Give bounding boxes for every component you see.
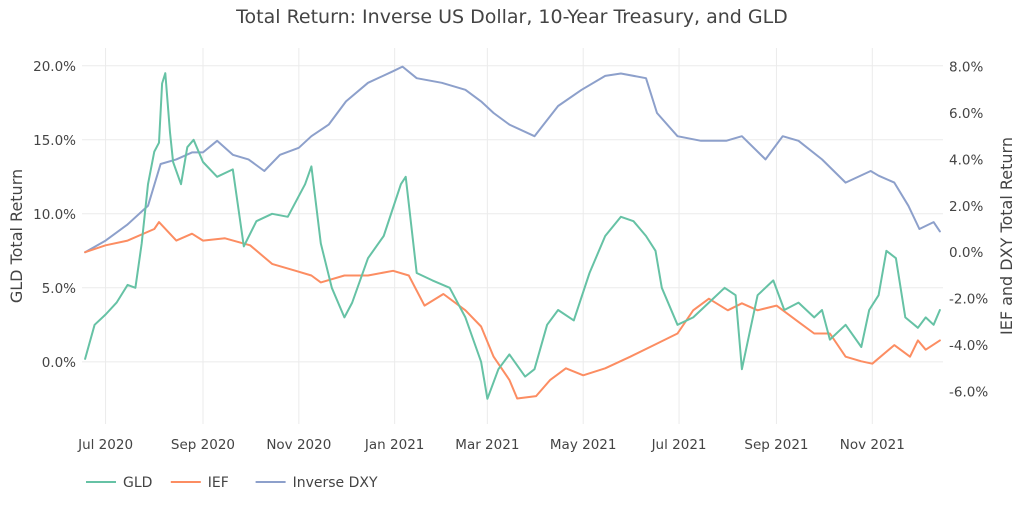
legend-item-ief[interactable]: IEF: [170, 475, 229, 491]
series-line-inverse-dxy: [84, 65, 941, 254]
legend-item-gld[interactable]: GLD: [86, 475, 152, 491]
y-right-tick-label: 2.0%: [949, 199, 983, 215]
legend-label: IEF: [208, 475, 229, 491]
y-right-axis-title: IEF and DXY Total Return: [997, 137, 1016, 335]
y-right-tick-label: -2.0%: [949, 292, 988, 308]
series-line-gld: [84, 72, 941, 400]
y-right-tick-label: 6.0%: [949, 106, 983, 122]
y-left-axis-title: GLD Total Return: [7, 169, 26, 303]
grid: [82, 48, 943, 424]
y-left-tick-label: 10.0%: [33, 207, 76, 223]
legend-item-inverse-dxy[interactable]: Inverse DXY: [255, 475, 378, 491]
y-right-tick-label: -6.0%: [949, 385, 988, 401]
x-tick-label: Jul 2020: [77, 437, 133, 453]
chart-title: Total Return: Inverse US Dollar, 10-Year…: [236, 6, 788, 28]
x-tick-label: Nov 2021: [840, 437, 905, 453]
y-right-tick-label: 0.0%: [949, 245, 983, 261]
y-right-tick-label: 8.0%: [949, 60, 983, 76]
x-tick-label: May 2021: [550, 437, 617, 453]
y-left-tick-label: 5.0%: [42, 281, 76, 297]
y-left-tick-label: 20.0%: [33, 59, 76, 75]
y-right-tick-label: -4.0%: [949, 338, 988, 354]
legend-label: GLD: [123, 475, 152, 491]
y-left-tick-label: 0.0%: [42, 355, 76, 371]
x-tick-label: Jan 2021: [364, 437, 424, 453]
series-line-ief: [84, 221, 941, 400]
legend-label: Inverse DXY: [293, 475, 378, 491]
x-tick-label: Nov 2020: [266, 437, 331, 453]
x-tick-label: Sep 2020: [171, 437, 235, 453]
y-right-tick-label: 4.0%: [949, 152, 983, 168]
x-tick-label: Sep 2021: [744, 437, 808, 453]
x-tick-label: Jul 2021: [651, 437, 707, 453]
y-left-tick-label: 15.0%: [33, 133, 76, 149]
x-tick-label: Mar 2021: [455, 437, 519, 453]
